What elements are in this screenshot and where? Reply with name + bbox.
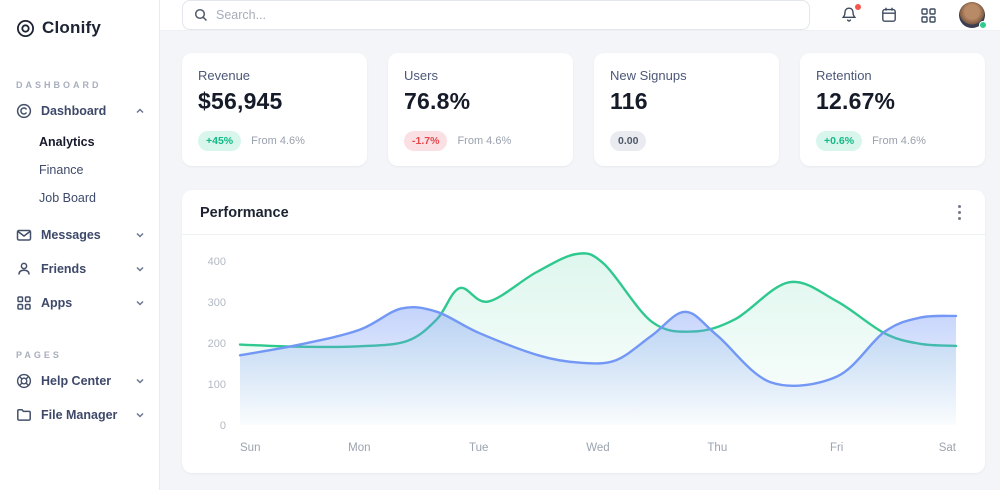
sidebar-item-help-center[interactable]: Help Center — [0, 364, 159, 398]
kebab-menu-icon[interactable] — [952, 203, 967, 222]
stat-card-retention: Retention 12.67% +0.6% From 4.6% — [800, 53, 985, 166]
stat-card-users: Users 76.8% -1.7% From 4.6% — [388, 53, 573, 166]
chevron-down-icon — [135, 376, 145, 386]
chevron-down-icon — [135, 298, 145, 308]
svg-text:200: 200 — [208, 338, 226, 350]
topbar-actions — [840, 2, 987, 29]
stat-badge: +0.6% — [816, 131, 863, 151]
sidebar-item-friends[interactable]: Friends — [0, 252, 159, 286]
content: Revenue $56,945 +45% From 4.6% Users 76.… — [160, 31, 1000, 490]
stat-label: Retention — [816, 68, 872, 83]
calendar-button[interactable] — [880, 6, 898, 24]
search-input[interactable] — [216, 8, 798, 22]
dashboard-icon — [16, 103, 32, 119]
svg-text:Thu: Thu — [707, 442, 727, 454]
brand-name: Clonify — [42, 18, 102, 37]
online-status-dot — [979, 21, 987, 29]
svg-text:Fri: Fri — [830, 442, 843, 454]
user-icon — [16, 261, 32, 277]
topbar — [160, 0, 1000, 31]
stat-cards: Revenue $56,945 +45% From 4.6% Users 76.… — [182, 53, 985, 166]
sidebar-subitem-job-board[interactable]: Job Board — [39, 191, 96, 205]
chevron-down-icon — [135, 230, 145, 240]
stat-card-revenue: Revenue $56,945 +45% From 4.6% — [182, 53, 367, 166]
folder-icon — [16, 407, 32, 423]
sidebar: Clonify DASHBOARD Dashboard Analytics Fi… — [0, 0, 160, 490]
stat-value: 76.8% — [404, 88, 471, 114]
grid-icon — [16, 295, 32, 311]
chevron-up-icon — [135, 106, 145, 116]
sidebar-item-label: Messages — [41, 228, 101, 242]
notifications-button[interactable] — [840, 4, 861, 24]
stat-value: 12.67% — [816, 88, 896, 114]
stat-note: From 4.6% — [872, 135, 926, 147]
stat-badge: -1.7% — [404, 131, 448, 151]
svg-text:0: 0 — [220, 420, 226, 432]
svg-text:Sun: Sun — [240, 442, 260, 454]
stat-badge: +45% — [198, 131, 242, 151]
user-avatar[interactable] — [959, 2, 987, 29]
mail-icon — [16, 227, 32, 243]
svg-text:Wed: Wed — [586, 442, 609, 454]
svg-text:300: 300 — [208, 297, 226, 309]
sidebar-item-dashboard[interactable]: Dashboard — [0, 94, 159, 128]
stat-value: 116 — [610, 88, 648, 114]
stat-badge: 0.00 — [610, 131, 647, 151]
search-icon — [194, 8, 208, 22]
svg-text:100: 100 — [208, 379, 226, 391]
sidebar-item-label: Help Center — [41, 374, 112, 388]
stat-label: Revenue — [198, 68, 251, 83]
main-area: Revenue $56,945 +45% From 4.6% Users 76.… — [160, 0, 1000, 490]
apps-launcher-button[interactable] — [920, 7, 937, 24]
performance-card: Performance 0 100 200 300 400 Sun Mon Tue Wed Thu… — [182, 190, 985, 473]
brand-logo[interactable]: Clonify — [0, 14, 159, 38]
stat-note: From 4.6% — [251, 135, 305, 147]
notification-dot — [855, 4, 861, 10]
sidebar-item-label: File Manager — [41, 408, 118, 422]
lifebuoy-icon — [16, 373, 32, 389]
sidebar-item-label: Friends — [41, 262, 87, 276]
sidebar-item-label: Apps — [41, 296, 73, 310]
sidebar-item-label: Dashboard — [41, 104, 107, 118]
sidebar-item-file-manager[interactable]: File Manager — [0, 398, 159, 432]
sidebar-item-apps[interactable]: Apps — [0, 286, 159, 320]
sidebar-subitem-analytics[interactable]: Analytics — [39, 135, 95, 149]
stat-value: $56,945 — [198, 88, 283, 114]
search-box[interactable] — [182, 0, 810, 30]
chevron-down-icon — [135, 264, 145, 274]
chevron-down-icon — [135, 410, 145, 420]
svg-text:400: 400 — [208, 256, 226, 268]
sidebar-item-messages[interactable]: Messages — [0, 218, 159, 252]
svg-text:Tue: Tue — [469, 442, 488, 454]
stat-label: Users — [404, 68, 438, 83]
performance-title: Performance — [200, 204, 289, 221]
sidebar-subitem-finance[interactable]: Finance — [39, 163, 84, 177]
stat-label: New Signups — [610, 68, 687, 83]
stat-note: From 4.6% — [457, 135, 512, 147]
svg-text:Mon: Mon — [348, 442, 370, 454]
clonify-logo-icon — [16, 19, 35, 38]
performance-chart: 0 100 200 300 400 Sun Mon Tue Wed Thu Fri Sat — [182, 235, 985, 473]
performance-header: Performance — [182, 190, 985, 235]
section-label-pages: PAGES — [16, 350, 62, 360]
stat-card-new-signups: New Signups 116 0.00 — [594, 53, 779, 166]
svg-text:Sat: Sat — [939, 442, 957, 454]
section-label-dashboard: DASHBOARD — [16, 80, 102, 90]
